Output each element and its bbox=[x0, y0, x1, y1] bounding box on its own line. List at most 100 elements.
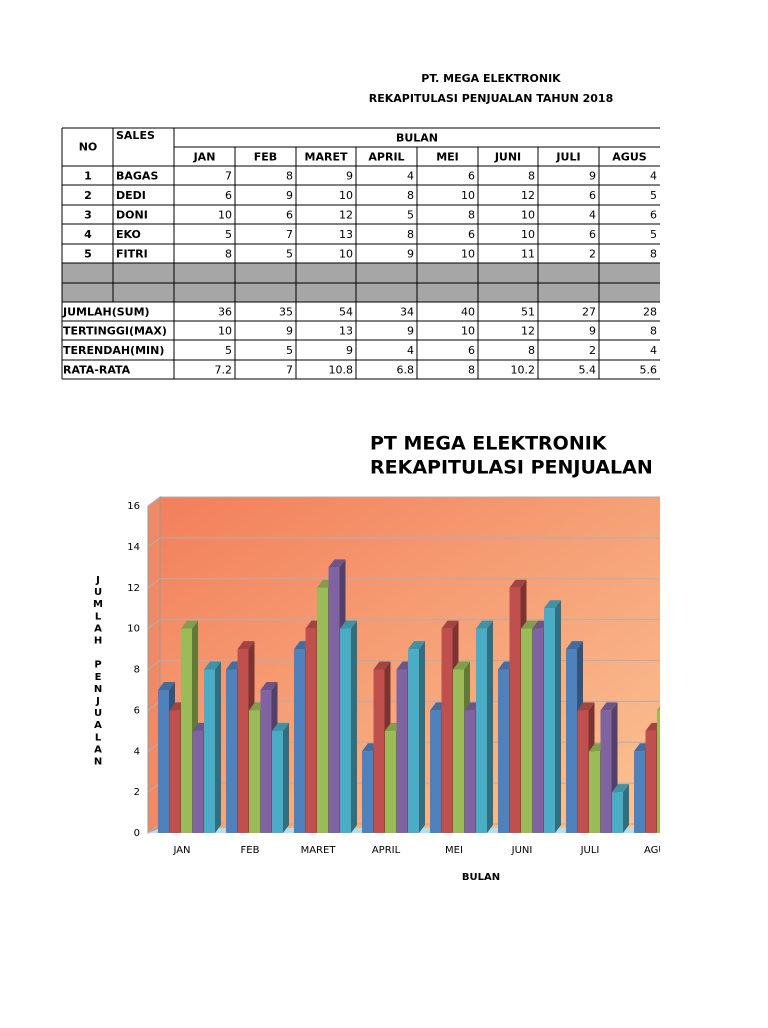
grid-line bbox=[147, 537, 660, 548]
cell-value: 5 bbox=[407, 209, 414, 222]
bar-top bbox=[600, 702, 618, 711]
grid-line bbox=[147, 619, 660, 630]
summary-value: 8 bbox=[468, 364, 475, 377]
cell-value: 10 bbox=[521, 209, 535, 222]
summary-value: 5 bbox=[286, 344, 293, 357]
bar bbox=[362, 751, 373, 833]
bar-side bbox=[283, 722, 289, 833]
company-title: PT. MEGA ELEKTRONIK bbox=[421, 72, 561, 85]
bar-top bbox=[566, 641, 583, 650]
cell-value: 9 bbox=[407, 248, 414, 261]
month-header: JUNI bbox=[494, 151, 521, 164]
bar-side bbox=[351, 620, 357, 833]
cell-value: 8 bbox=[225, 248, 232, 261]
bar bbox=[669, 731, 680, 833]
bar bbox=[476, 628, 487, 833]
cell-value: 8 bbox=[528, 170, 535, 183]
bar-top bbox=[577, 702, 595, 711]
header-group: BULAN bbox=[396, 132, 438, 145]
bar bbox=[272, 730, 283, 833]
summary-value: 6 bbox=[468, 344, 475, 357]
row-no: 1 bbox=[84, 170, 92, 183]
bar-top bbox=[204, 661, 221, 670]
summary-value: 34 bbox=[400, 306, 414, 319]
summary-label: TERENDAH(MIN) bbox=[63, 344, 164, 357]
bar-top bbox=[645, 722, 660, 731]
summary-value: 6.8 bbox=[397, 364, 415, 377]
summary-value: 35 bbox=[279, 306, 293, 319]
bar-side bbox=[555, 600, 561, 833]
cell-value: 6 bbox=[589, 189, 596, 202]
x-tick-label: MARET bbox=[301, 845, 337, 856]
bar-side bbox=[623, 784, 629, 833]
x-tick-label: AGUS bbox=[644, 845, 672, 856]
cell-value: 13 bbox=[339, 228, 353, 241]
summary-value: 8 bbox=[650, 325, 657, 338]
summary-value: 51 bbox=[521, 306, 535, 319]
cell-value: 5 bbox=[225, 228, 232, 241]
y-tick-label: 16 bbox=[127, 501, 140, 512]
cell-value: 5 bbox=[650, 189, 657, 202]
cell-value: 5 bbox=[650, 228, 657, 241]
chart: JAN FEB MARET APRIL MEI JUNI JULI AGUS bbox=[147, 496, 697, 856]
summary-value: 5.4 bbox=[579, 364, 597, 377]
month-header: MARET bbox=[305, 151, 348, 164]
cell-value: 7 bbox=[286, 228, 293, 241]
summary-value: 12 bbox=[521, 325, 535, 338]
bar bbox=[600, 710, 612, 833]
bar-top bbox=[476, 620, 493, 629]
bar-side bbox=[680, 723, 686, 833]
bar-top bbox=[237, 641, 255, 650]
bar bbox=[396, 669, 408, 833]
report-subtitle: REKAPITULASI PENJUALAN TAHUN 2018 bbox=[369, 92, 613, 105]
month-header: FEB bbox=[254, 151, 277, 164]
bar bbox=[441, 628, 453, 833]
y-tick-label: 10 bbox=[127, 624, 140, 635]
bar bbox=[226, 669, 237, 833]
cell-value: 6 bbox=[468, 170, 475, 183]
bar bbox=[577, 710, 589, 833]
cell-value: 12 bbox=[521, 189, 535, 202]
x-tick-label: JUNI bbox=[511, 845, 533, 856]
month-header: JULI bbox=[555, 151, 580, 164]
bar-top bbox=[373, 661, 391, 670]
bar-top bbox=[509, 579, 527, 588]
bar-top bbox=[680, 662, 697, 670]
bar bbox=[249, 710, 260, 833]
cell-value: 6 bbox=[286, 209, 293, 222]
summary-value: 4 bbox=[650, 344, 657, 357]
bar bbox=[645, 730, 657, 833]
bar bbox=[532, 628, 544, 833]
grid-line bbox=[147, 578, 660, 589]
header-sales: SALES bbox=[116, 129, 155, 142]
bar bbox=[453, 669, 464, 833]
bar bbox=[328, 567, 340, 833]
cell-value: 8 bbox=[468, 209, 475, 222]
row-no: 5 bbox=[84, 248, 92, 261]
summary-label: TERTINGGI(MAX) bbox=[63, 325, 167, 338]
cell-value: 6 bbox=[650, 209, 657, 222]
cell-value: 10 bbox=[461, 248, 475, 261]
cell-value: 10 bbox=[339, 189, 353, 202]
x-tick-label: JAN bbox=[172, 845, 190, 856]
cell-value: 8 bbox=[407, 189, 414, 202]
cell-value: 11 bbox=[521, 248, 535, 261]
bar bbox=[498, 669, 509, 833]
bar-top bbox=[669, 723, 686, 731]
bar bbox=[373, 669, 385, 833]
bar bbox=[237, 649, 249, 833]
bar bbox=[657, 710, 660, 833]
bar bbox=[612, 792, 623, 833]
summary-value: 40 bbox=[461, 306, 475, 319]
bar bbox=[509, 587, 521, 833]
bar-side bbox=[419, 641, 425, 833]
month-header: JAN bbox=[193, 151, 216, 164]
summary-value: 2 bbox=[589, 344, 596, 357]
bar-top bbox=[453, 661, 470, 670]
row-name: DEDI bbox=[116, 189, 146, 202]
bar bbox=[317, 587, 328, 833]
y-tick-label: 2 bbox=[134, 787, 140, 798]
y-tick-label: 8 bbox=[134, 665, 140, 676]
bar bbox=[634, 751, 645, 833]
